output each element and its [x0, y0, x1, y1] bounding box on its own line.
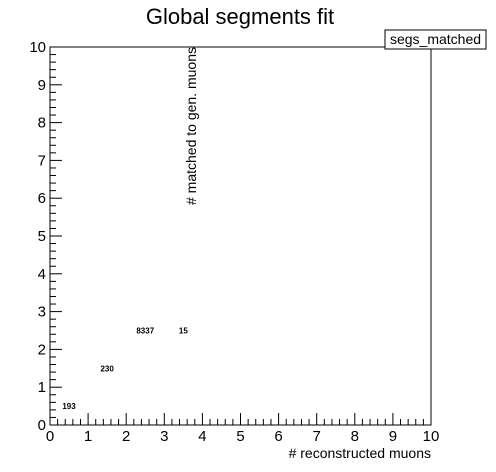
- x-tick-label: 9: [389, 428, 397, 445]
- chart-title: Global segments fit: [146, 4, 334, 29]
- y-axis: 0 1 2 3 4 5 6 7 8 9 10: [29, 39, 62, 434]
- cell-labels: 193 230 8337 15: [62, 327, 188, 412]
- x-axis-label: # reconstructed muons: [289, 445, 431, 461]
- x-tick-label: 2: [122, 428, 130, 445]
- y-tick-label: 6: [38, 190, 46, 207]
- legend-label: segs_matched: [390, 31, 481, 47]
- cell-value-label: 193: [62, 402, 76, 411]
- cell-value-label: 8337: [136, 327, 154, 336]
- legend-frame: [384, 29, 487, 50]
- x-tick-label: 5: [236, 428, 244, 445]
- x-tick-label: 6: [274, 428, 282, 445]
- y-tick-label: 0: [38, 417, 46, 434]
- y-tick-label: 7: [38, 152, 46, 169]
- y-tick-label: 10: [29, 39, 46, 56]
- x-tick-label: 0: [46, 428, 54, 445]
- x-axis: 0 1 2 3 4 5 6 7 8 9 10: [46, 413, 440, 445]
- x-tick-label: 3: [160, 428, 168, 445]
- x-tick-label: 8: [351, 428, 359, 445]
- y-tick-label: 4: [38, 266, 46, 283]
- cell-value-label: 230: [100, 364, 114, 373]
- x-tick-label: 7: [313, 428, 321, 445]
- y-tick-label: 2: [38, 341, 46, 358]
- x-tick-label: 1: [84, 428, 92, 445]
- y-axis-label: # matched to gen. muons: [183, 47, 199, 205]
- y-tick-label: 5: [38, 228, 46, 245]
- legend-box: segs_matched: [384, 29, 487, 50]
- x-tick-label: 4: [198, 428, 206, 445]
- y-tick-label: 1: [38, 379, 46, 396]
- cell-value-label: 15: [179, 327, 188, 336]
- x-tick-label: 10: [423, 428, 440, 445]
- y-tick-label: 8: [38, 115, 46, 132]
- y-tick-label: 9: [38, 77, 46, 94]
- y-tick-label: 3: [38, 304, 46, 321]
